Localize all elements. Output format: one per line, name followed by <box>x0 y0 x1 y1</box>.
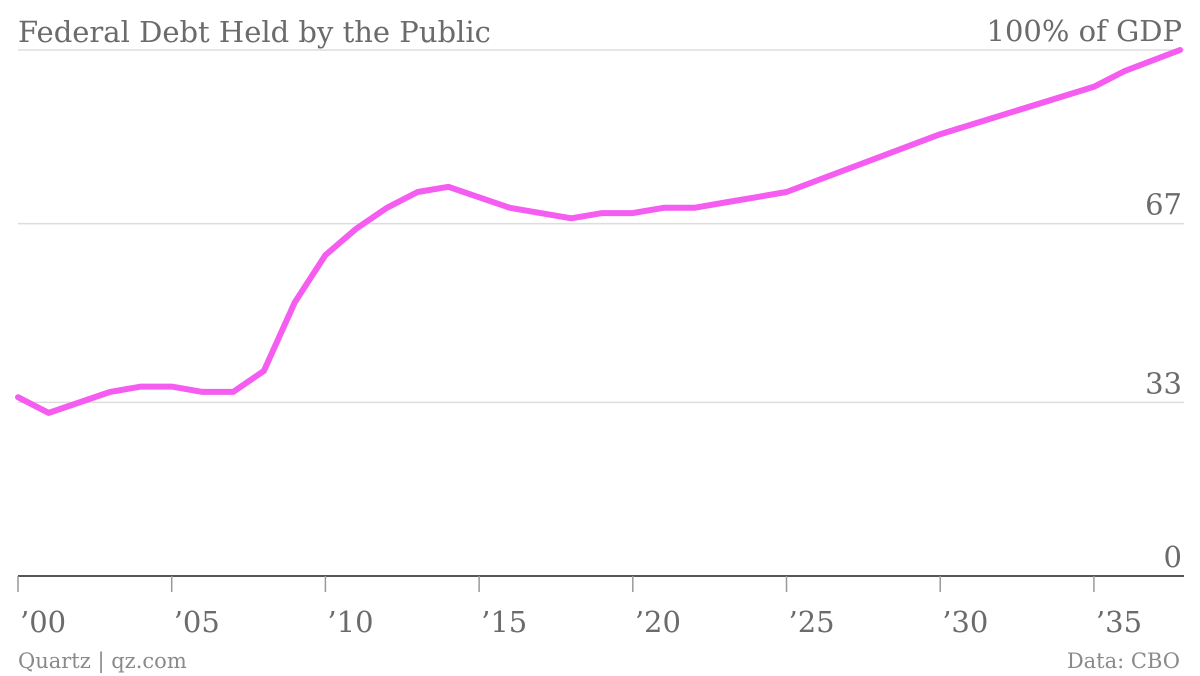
data-point <box>293 300 297 304</box>
x-tick-label: ’25 <box>789 605 835 639</box>
data-point <box>539 211 543 215</box>
data-point <box>1123 69 1127 73</box>
data-point <box>47 411 51 415</box>
data-point <box>170 385 174 389</box>
data-point <box>354 227 358 231</box>
data-point <box>477 195 481 199</box>
data-point <box>785 190 789 194</box>
data-point <box>385 206 389 210</box>
data-point <box>723 201 727 205</box>
x-tick-label: ’15 <box>481 605 527 639</box>
data-point <box>1178 48 1182 52</box>
x-tick-label: ’00 <box>20 605 66 639</box>
data-point <box>446 185 450 189</box>
y-tick-label: 67 <box>1145 188 1182 222</box>
data-point <box>262 369 266 373</box>
y-tick-label: 33 <box>1145 366 1182 400</box>
data-point <box>1092 85 1096 89</box>
data-point <box>569 216 573 220</box>
data-point <box>662 206 666 210</box>
x-tick-label: ’30 <box>942 605 988 639</box>
data-point <box>508 206 512 210</box>
credit-text: Quartz | qz.com <box>18 649 187 674</box>
x-tick-label: ’35 <box>1096 605 1142 639</box>
data-point <box>631 211 635 215</box>
data-point <box>416 190 420 194</box>
y-axis: 100% of GDP 67 33 0 <box>987 14 1182 574</box>
x-axis: ’00 ’05 ’10 ’15 ’20 ’25 ’30 ’35 <box>17 576 1142 639</box>
data-point <box>16 395 20 399</box>
data-point <box>754 195 758 199</box>
y-tick-label: 100% of GDP <box>987 14 1182 48</box>
data-point <box>200 390 204 394</box>
chart-title: Federal Debt Held by the Public <box>18 15 491 49</box>
data-point <box>231 390 235 394</box>
data-point <box>139 385 143 389</box>
x-tick-label: ’05 <box>174 605 220 639</box>
data-point <box>692 206 696 210</box>
x-tick-label: ’10 <box>327 605 373 639</box>
series-layer <box>15 47 1183 416</box>
series-line <box>15 47 1183 416</box>
data-point <box>938 132 942 136</box>
data-point <box>323 253 327 257</box>
x-tick-label: ’20 <box>635 605 681 639</box>
data-point <box>108 390 112 394</box>
gridlines <box>18 49 1184 577</box>
y-tick-label: 0 <box>1164 540 1182 574</box>
data-point <box>600 211 604 215</box>
source-text: Data: CBO <box>1067 649 1180 673</box>
data-point <box>77 400 81 404</box>
